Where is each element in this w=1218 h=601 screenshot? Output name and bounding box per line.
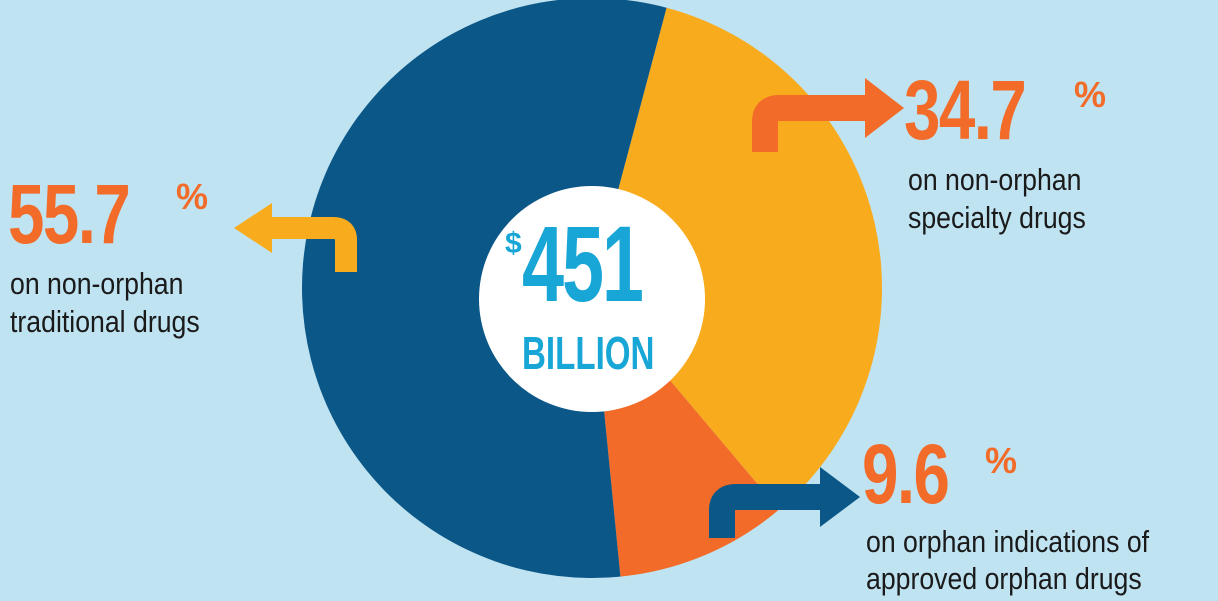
desc-orphan-line2: approved orphan drugs	[866, 561, 1142, 596]
label-traditional: 55.7	[8, 172, 164, 256]
center-unit: BILLION	[522, 327, 655, 379]
arrow-specialty-icon	[752, 78, 904, 152]
slice-specialty	[592, 7, 882, 510]
center-currency: $	[505, 227, 522, 260]
pct-sign-orphan: %	[985, 440, 1018, 481]
arrow-orphan-icon	[709, 467, 860, 538]
label-specialty: 34.7	[904, 68, 1060, 152]
pie-slices	[302, 0, 882, 578]
desc-orphan-line1: on orphan indications of	[866, 524, 1150, 559]
pct-orphan: 9.6	[862, 427, 950, 521]
label-orphan: 9.6	[862, 432, 973, 516]
desc-specialty-line1: on non-orphan	[908, 162, 1082, 197]
pct-traditional: 55.7	[8, 167, 131, 261]
center-amount: 451	[522, 203, 644, 324]
desc-traditional-line1: on non-orphan	[10, 266, 184, 301]
desc-specialty-line2: specialty drugs	[908, 200, 1086, 235]
pct-sign-specialty: %	[1074, 74, 1107, 115]
pct-sign-traditional: %	[176, 176, 209, 217]
center-circle	[479, 186, 705, 412]
desc-traditional-line2: traditional drugs	[10, 304, 200, 339]
pct-specialty: 34.7	[904, 63, 1027, 157]
arrow-traditional-icon	[234, 203, 357, 272]
